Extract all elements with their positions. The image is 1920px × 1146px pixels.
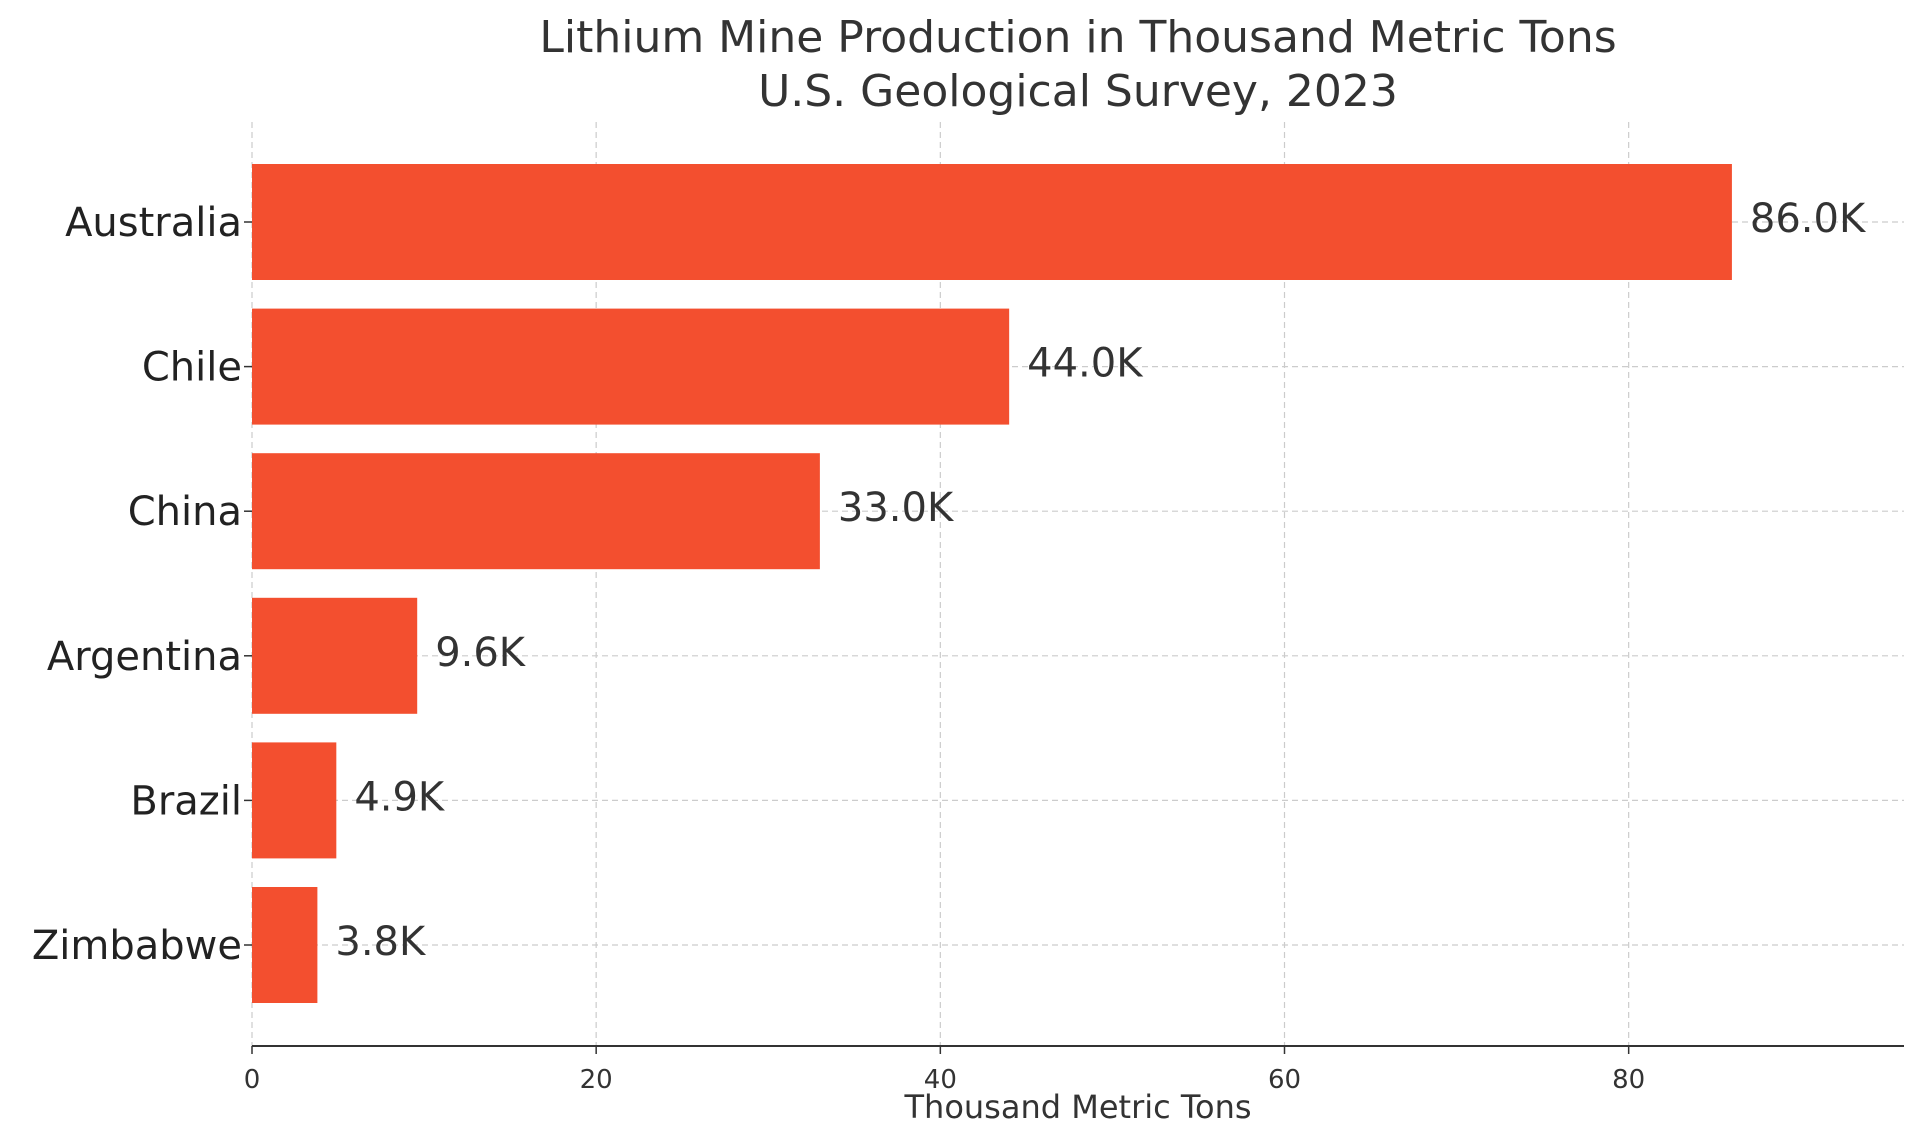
x-axis-label: Thousand Metric Tons (903, 1088, 1251, 1126)
bar-argentina (252, 597, 418, 714)
bar-value-label: 44.0K (1027, 341, 1144, 387)
bar-value-label: 9.6K (435, 630, 527, 676)
x-tick-label: 80 (1612, 1065, 1645, 1095)
y-category-label: Argentina (47, 634, 242, 680)
x-tick-label: 40 (924, 1065, 957, 1095)
y-category-label: China (128, 489, 242, 535)
bar-value-label: 3.8K (335, 919, 427, 965)
data-labels: 86.0K 44.0K 33.0K 9.6K 4.9K 3.8K (335, 196, 1867, 965)
bar-zimbabwe (252, 887, 318, 1003)
x-axis-ticks: 0 20 40 60 80 (244, 1046, 1645, 1095)
y-category-label: Zimbabwe (32, 923, 242, 969)
bar-australia (252, 164, 1732, 280)
x-tick-label: 20 (580, 1065, 613, 1095)
bars (252, 164, 1732, 1003)
y-category-label: Brazil (130, 778, 242, 824)
bar-chile (252, 308, 1010, 425)
x-tick-label: 0 (244, 1065, 261, 1095)
bar-value-label: 86.0K (1750, 196, 1867, 242)
bar-china (252, 453, 820, 570)
y-category-label: Chile (142, 345, 242, 391)
chart-subtitle: U.S. Geological Survey, 2023 (758, 66, 1398, 117)
x-tick-label: 60 (1268, 1065, 1301, 1095)
y-axis-category-labels: Australia Chile China Argentina Brazil Zimbab… (32, 200, 252, 969)
bar-value-label: 4.9K (354, 774, 446, 820)
bar-value-label: 33.0K (838, 485, 955, 531)
bar-brazil (252, 742, 337, 859)
y-category-label: Australia (65, 200, 242, 246)
chart-title: Lithium Mine Production in Thousand Metr… (539, 12, 1616, 63)
